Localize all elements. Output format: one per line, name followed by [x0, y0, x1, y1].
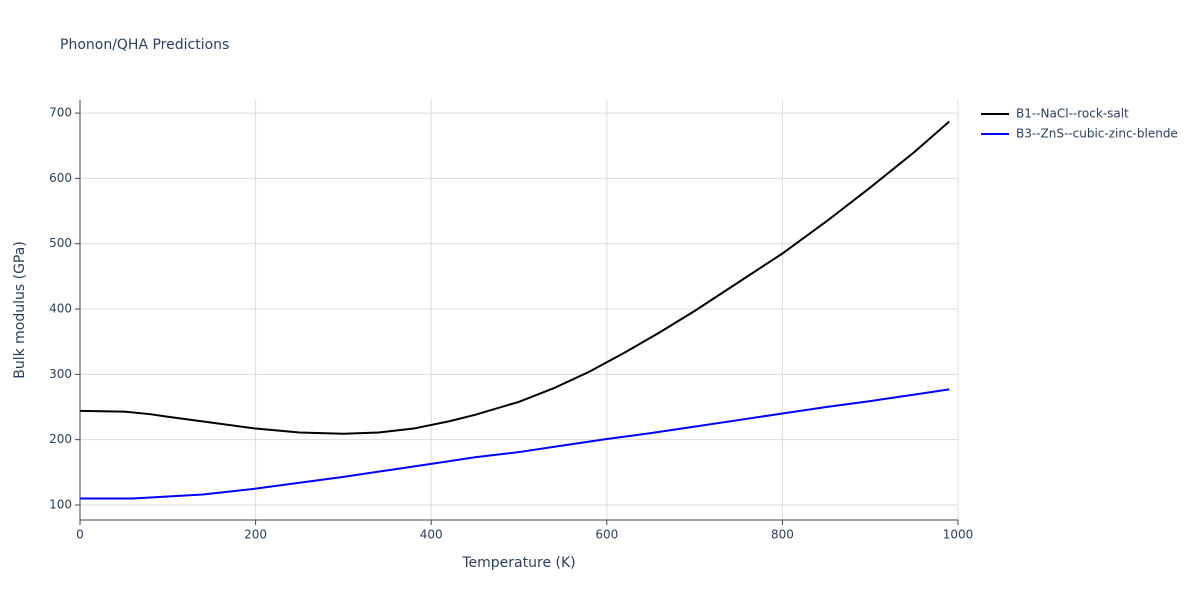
y-tick-label: 700 — [49, 106, 72, 120]
y-axis-label: Bulk modulus (GPa) — [12, 241, 28, 379]
x-tick-label: 1000 — [943, 528, 974, 542]
x-tick-label: 400 — [420, 528, 443, 542]
line-series — [80, 388, 950, 500]
y-tick-label: 100 — [49, 497, 72, 511]
legend-label: B3--ZnS--cubic-zinc-blende — [1016, 127, 1178, 141]
x-tick-label: 800 — [771, 528, 794, 542]
y-tick-label: 600 — [49, 171, 72, 185]
y-tick-label: 500 — [49, 236, 72, 250]
y-tick-label: 300 — [49, 367, 72, 381]
line-series — [79, 120, 950, 435]
legend-label: B1--NaCl--rock-salt — [1016, 107, 1129, 121]
y-tick-label: 400 — [49, 302, 72, 316]
x-tick-label: 0 — [76, 528, 84, 542]
x-tick-label: 200 — [244, 528, 267, 542]
y-tick-label: 200 — [49, 432, 72, 446]
x-tick-label: 600 — [595, 528, 618, 542]
chart-title: Phonon/QHA Predictions — [60, 37, 229, 53]
x-axis-label: Temperature (K) — [461, 555, 575, 571]
